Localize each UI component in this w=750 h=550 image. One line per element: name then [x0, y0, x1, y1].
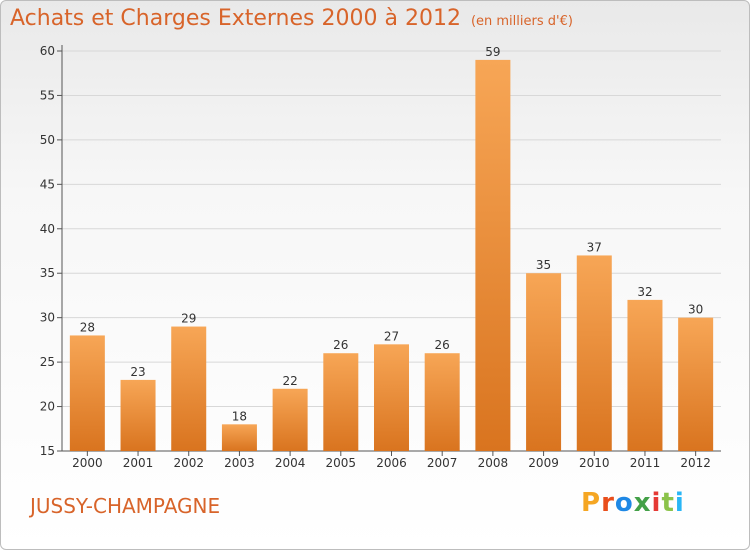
- y-tick-label: 35: [40, 266, 55, 280]
- bar: [272, 388, 308, 451]
- x-tick-label: 2007: [427, 456, 458, 470]
- data-label: 59: [485, 45, 500, 59]
- bar: [576, 255, 612, 451]
- y-tick-label: 20: [40, 400, 55, 414]
- x-tick-label: 2009: [528, 456, 559, 470]
- bar: [627, 299, 663, 451]
- y-tick-label: 45: [40, 177, 55, 191]
- y-tick-label: 25: [40, 355, 55, 369]
- bar: [171, 326, 207, 451]
- data-label: 29: [181, 312, 196, 326]
- data-label: 30: [688, 303, 703, 317]
- location-label: JUSSY-CHAMPAGNE: [30, 494, 221, 518]
- data-label: 27: [384, 329, 399, 343]
- title-unit: (en milliers d'€): [470, 14, 573, 29]
- bar: [323, 353, 359, 451]
- y-tick-label: 30: [40, 311, 55, 325]
- bar: [374, 344, 409, 451]
- bar: [424, 353, 460, 451]
- logo-letter: o: [614, 488, 634, 518]
- x-tick-label: 2010: [579, 456, 610, 470]
- bar: [221, 424, 257, 451]
- bar: [678, 317, 714, 451]
- x-tick-label: 2005: [326, 456, 357, 470]
- data-label: 37: [587, 240, 602, 254]
- logo-letter: t: [661, 488, 675, 518]
- data-label: 22: [282, 374, 297, 388]
- x-tick-label: 2002: [173, 456, 204, 470]
- x-tick-label: 2003: [224, 456, 255, 470]
- x-tick-label: 2012: [680, 456, 711, 470]
- x-tick-label: 2008: [478, 456, 509, 470]
- bar: [526, 273, 562, 451]
- data-label: 26: [333, 338, 348, 352]
- y-tick-label: 50: [40, 133, 55, 147]
- data-label: 28: [80, 320, 95, 334]
- data-label: 32: [637, 285, 652, 299]
- data-label: 23: [130, 365, 145, 379]
- bar: [69, 335, 105, 451]
- x-tick-label: 2006: [376, 456, 407, 470]
- logo-letter: i: [651, 488, 662, 518]
- logo-letter: x: [633, 488, 652, 518]
- data-label: 35: [536, 258, 551, 272]
- logo-letter: P: [581, 488, 602, 518]
- proxiti-logo[interactable]: Proxiti: [581, 488, 685, 518]
- chart-title: Achats et Charges Externes 2000 à 2012 (e…: [10, 6, 573, 31]
- y-tick-label: 60: [40, 44, 55, 58]
- logo-letter: i: [674, 488, 685, 518]
- x-tick-label: 2001: [123, 456, 154, 470]
- x-tick-label: 2004: [275, 456, 306, 470]
- logo-letter: r: [601, 488, 615, 518]
- y-tick-label: 15: [40, 444, 55, 458]
- x-tick-label: 2000: [72, 456, 103, 470]
- x-tick-label: 2011: [630, 456, 661, 470]
- bar: [120, 379, 156, 451]
- y-tick-label: 40: [40, 222, 55, 236]
- data-label: 26: [435, 338, 450, 352]
- y-tick-label: 55: [40, 88, 55, 102]
- title-text: Achats et Charges Externes 2000 à 2012: [10, 6, 461, 31]
- bar: [475, 59, 511, 452]
- data-label: 18: [232, 409, 247, 423]
